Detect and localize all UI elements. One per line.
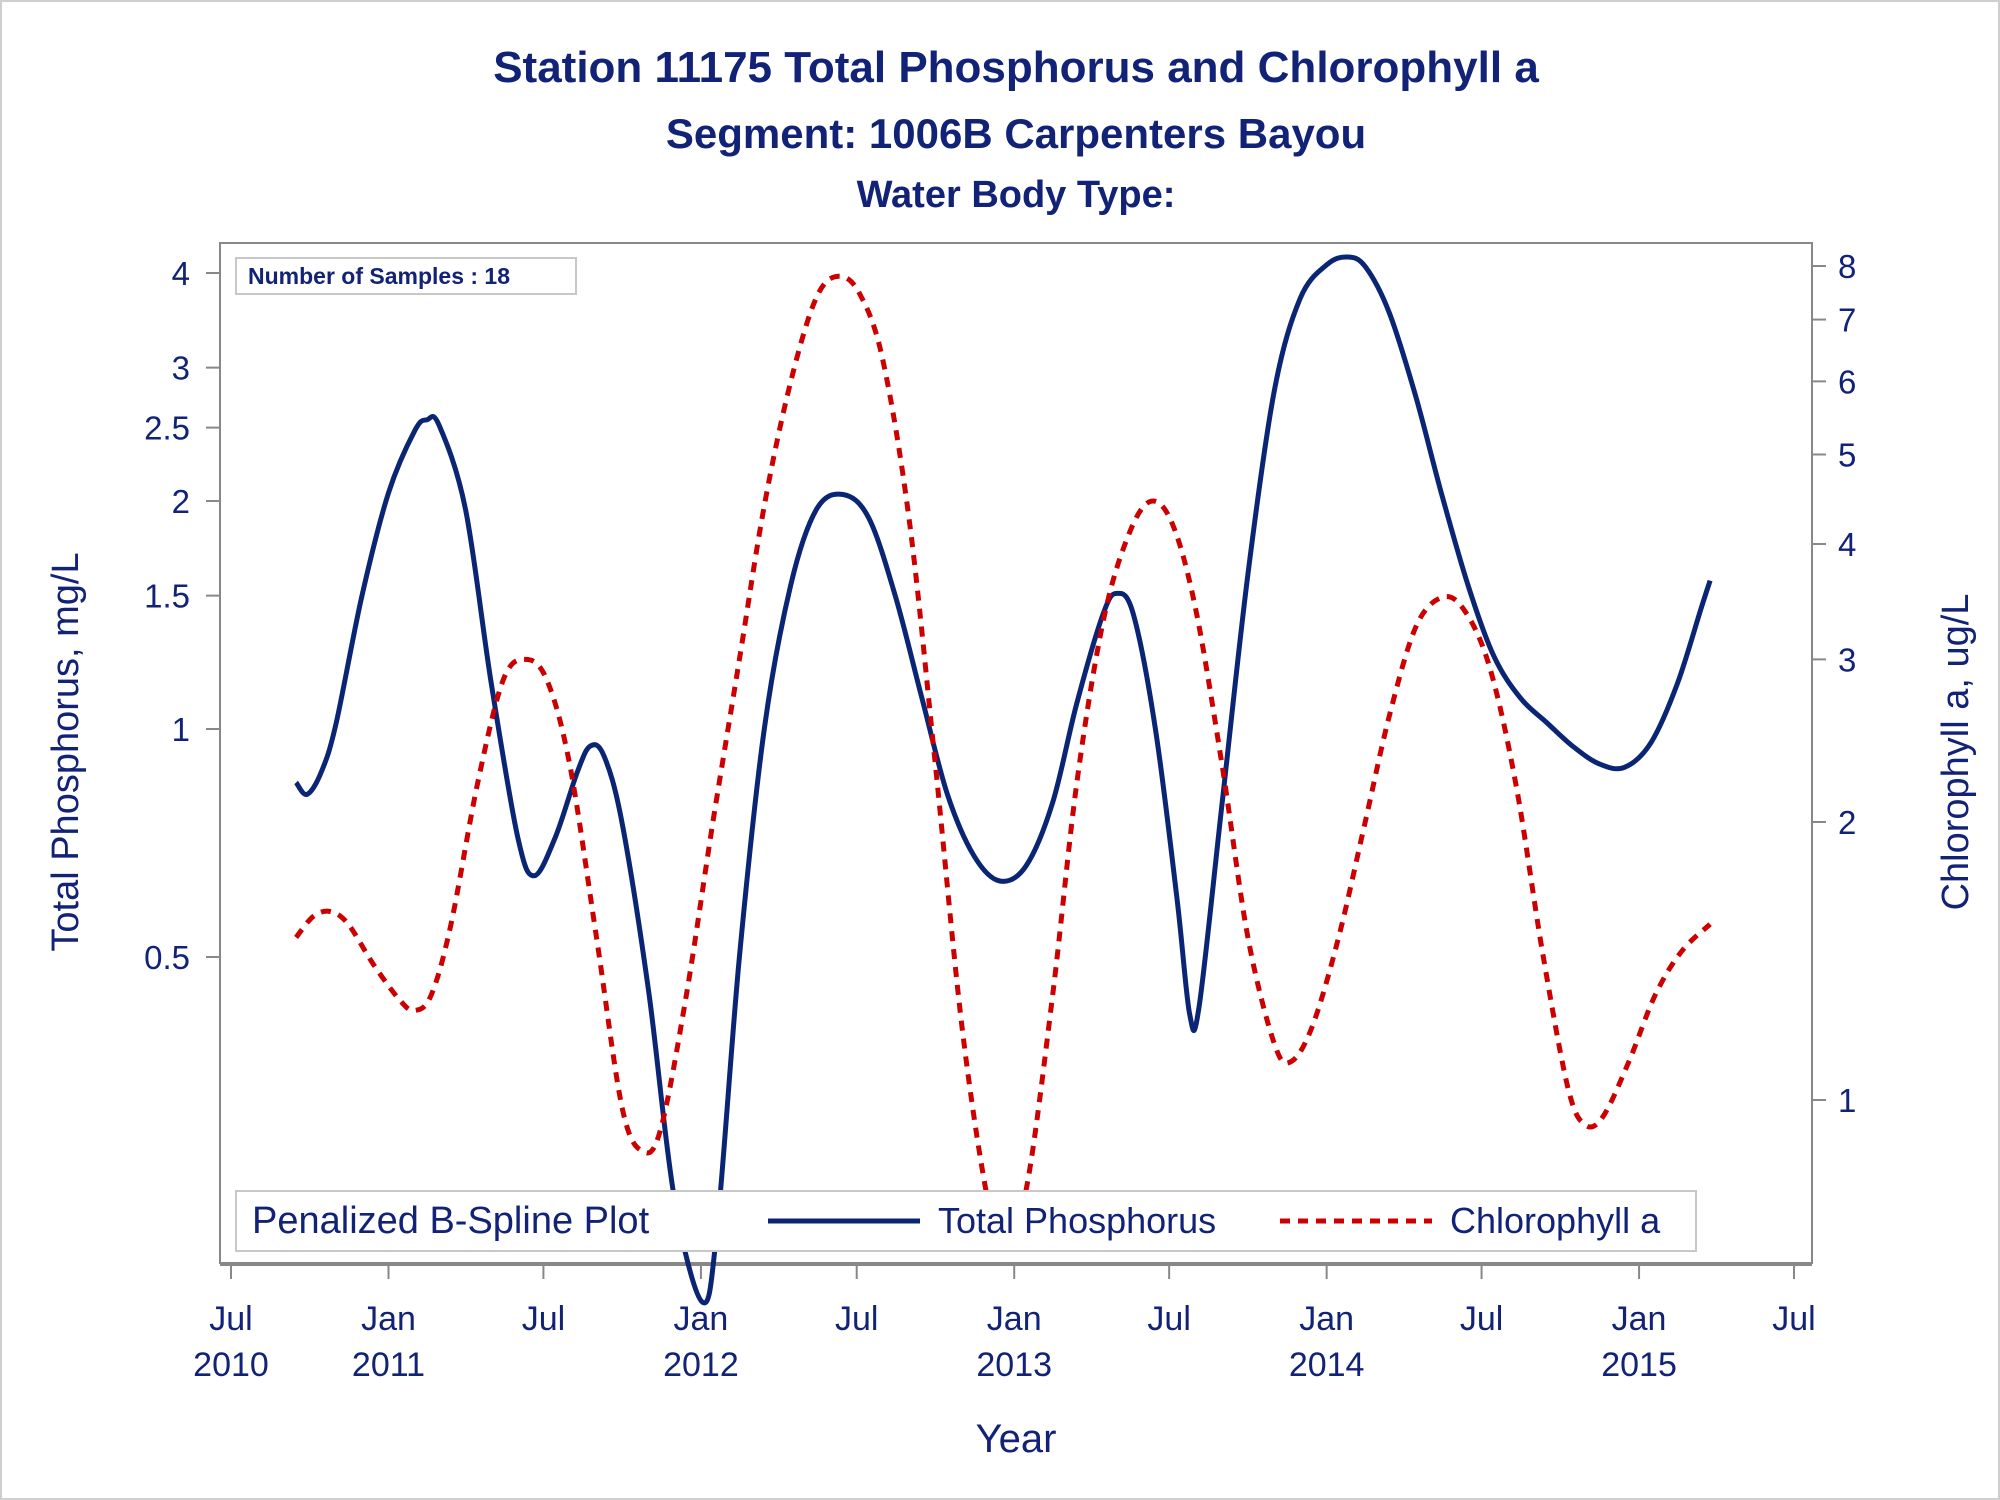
- x-tick-label-year: 2013: [976, 1346, 1052, 1384]
- y-axis-left: 0.5 1 1.5 2 2.5 3 4: [144, 255, 220, 976]
- legend-label-tp: Total Phosphorus: [938, 1200, 1216, 1241]
- y-right-tick-label: 8: [1838, 248, 1856, 285]
- y-left-tick-label: 4: [172, 255, 190, 292]
- x-tick-label: Jul: [1460, 1300, 1503, 1338]
- y-right-tick-label: 2: [1838, 804, 1856, 841]
- legend-label-chl: Chlorophyll a: [1450, 1200, 1661, 1241]
- chart-title: Station 11175 Total Phosphorus and Chlor…: [493, 43, 1539, 92]
- x-tick-label: Jul: [209, 1300, 252, 1338]
- y-axis-left-label: Total Phosphorus, mg/L: [45, 552, 87, 951]
- chart-subtitle-2: Water Body Type:: [857, 174, 1176, 216]
- x-tick-label-year: 2012: [663, 1346, 739, 1384]
- legend: Penalized B-Spline Plot Total Phosphorus…: [235, 1190, 1697, 1252]
- y-right-tick-label: 1: [1838, 1082, 1856, 1119]
- x-tick-label-year: 2015: [1601, 1346, 1677, 1384]
- y-right-tick-label: 3: [1838, 641, 1856, 678]
- y-axis-right-label: Chlorophyll a, ug/L: [1935, 594, 1977, 911]
- y-left-tick-label: 3: [172, 350, 190, 387]
- x-tick-label: Jul: [1147, 1300, 1190, 1338]
- y-axis-right: 1 2 3 4 5 6 7 8: [1812, 248, 1856, 1119]
- legend-title: Penalized B-Spline Plot: [252, 1200, 650, 1242]
- x-tick-label-year: 2010: [193, 1346, 269, 1384]
- y-right-tick-label: 7: [1838, 302, 1856, 339]
- x-tick-label: Jul: [835, 1300, 878, 1338]
- sample-count-inset: Number of Samples : 18: [235, 257, 577, 295]
- x-tick-label: Jul: [522, 1300, 565, 1338]
- series-layer: [294, 254, 1713, 1306]
- y-left-tick-label: 0.5: [144, 939, 190, 976]
- y-right-tick-label: 4: [1838, 526, 1856, 563]
- x-tick-label: Jul: [1772, 1300, 1815, 1338]
- chart-subtitle: Segment: 1006B Carpenters Bayou: [666, 110, 1366, 157]
- x-axis-label: Year: [976, 1417, 1057, 1461]
- plot-area: [219, 242, 1813, 1264]
- series-line-total-phosphorus: [294, 254, 1713, 1306]
- y-right-tick-label: 6: [1838, 363, 1856, 400]
- x-tick-label: Jan: [1299, 1300, 1354, 1338]
- sample-count-label: Number of Samples : 18: [248, 263, 510, 289]
- x-tick-label-year: 2011: [352, 1346, 425, 1384]
- y-left-tick-label: 1.5: [144, 578, 190, 615]
- y-left-tick-label: 1: [172, 711, 190, 748]
- y-left-tick-label: 2: [172, 483, 190, 520]
- x-tick-label: Jan: [1612, 1300, 1667, 1338]
- x-axis: Jul 2010 Jan 2011 Jul Jan 2012 Jul Jan 2013 Jul Jan…: [193, 1264, 1816, 1384]
- y-right-tick-label: 5: [1838, 437, 1856, 474]
- x-tick-label: Jan: [987, 1300, 1042, 1338]
- x-tick-label: Jan: [674, 1300, 729, 1338]
- x-tick-label: Jan: [361, 1300, 416, 1338]
- y-left-tick-label: 2.5: [144, 410, 190, 447]
- x-tick-label-year: 2014: [1289, 1346, 1365, 1384]
